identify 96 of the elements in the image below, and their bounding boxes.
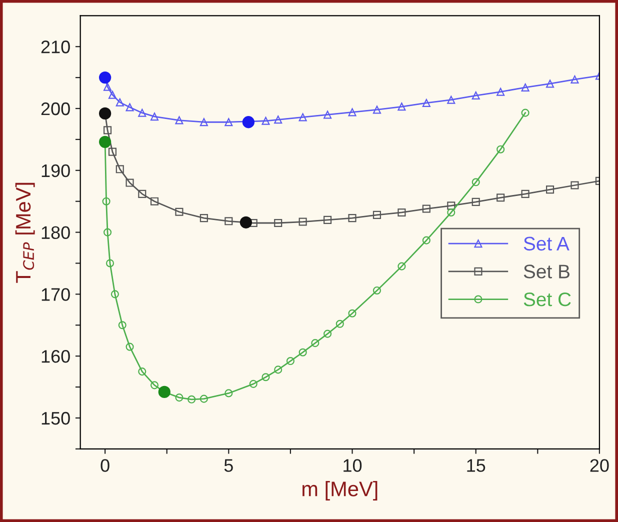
point [447, 96, 456, 104]
point [521, 190, 530, 198]
point [286, 357, 294, 366]
y-tick-label: 160 [42, 350, 70, 363]
y-axis-title: T$_{CEP}$ [MeV] [15, 182, 35, 283]
point [116, 98, 124, 106]
point [398, 102, 406, 111]
point [298, 113, 307, 122]
y-tick-label: 210 [41, 40, 70, 54]
point [274, 116, 282, 124]
point [447, 202, 456, 210]
point [262, 373, 270, 382]
legend-label: Set C [524, 292, 571, 306]
point [138, 368, 146, 376]
point [175, 394, 184, 402]
point [175, 208, 184, 216]
point [249, 218, 258, 228]
legend-label: Set B [524, 264, 570, 278]
point [108, 90, 117, 99]
point [249, 380, 258, 388]
point [104, 82, 112, 91]
point [348, 108, 356, 116]
point [150, 112, 159, 121]
point [126, 178, 134, 187]
point [348, 309, 356, 318]
point [126, 342, 134, 351]
point [106, 259, 114, 268]
point [138, 190, 146, 198]
point [472, 178, 480, 186]
x-tick-label: 0 [100, 459, 110, 472]
point [496, 88, 505, 96]
point [398, 208, 406, 217]
x-tick-label: 20 [590, 459, 609, 472]
y-tick-label: 200 [41, 102, 70, 116]
point [298, 348, 307, 356]
point [262, 116, 270, 125]
point [104, 228, 112, 236]
point [98, 136, 112, 148]
point [126, 103, 134, 112]
point [324, 330, 332, 338]
y-tick-label: 180 [42, 226, 70, 240]
point [150, 197, 159, 206]
point [472, 91, 480, 100]
point [422, 204, 430, 213]
point [158, 386, 170, 398]
point [372, 210, 382, 219]
legend-label: Set A [524, 236, 570, 251]
point [200, 118, 208, 126]
point [242, 116, 255, 128]
point [398, 262, 406, 270]
x-tick-label: 10 [344, 459, 362, 472]
x-tick-label: 15 [467, 459, 486, 472]
point [150, 381, 159, 390]
point [200, 394, 208, 403]
point [372, 106, 382, 114]
point [110, 290, 119, 298]
point [298, 218, 307, 226]
point [116, 165, 124, 174]
point [224, 389, 233, 398]
point [138, 108, 146, 117]
x-tick-label: 5 [224, 459, 233, 472]
point [521, 83, 530, 92]
point [98, 107, 112, 120]
point [175, 116, 184, 124]
point [422, 98, 430, 107]
point [274, 218, 282, 228]
point [240, 216, 252, 228]
point [224, 118, 233, 126]
point [311, 339, 320, 348]
point [570, 75, 579, 84]
point [348, 214, 356, 222]
point [274, 366, 282, 374]
y-tick-label: 170 [42, 288, 70, 301]
point [570, 181, 579, 190]
point [447, 208, 456, 217]
point [336, 320, 344, 328]
point [102, 197, 110, 206]
point [372, 286, 382, 294]
point [324, 216, 332, 224]
point [546, 80, 554, 88]
point [546, 186, 554, 194]
point [422, 236, 430, 244]
point [104, 126, 112, 134]
point [108, 148, 117, 156]
point [118, 321, 126, 330]
point [496, 145, 505, 154]
point [496, 194, 505, 202]
point [472, 198, 480, 206]
point [521, 108, 530, 117]
point [224, 217, 233, 226]
point [200, 214, 208, 222]
point [324, 110, 332, 119]
y-tick-label: 190 [42, 164, 70, 178]
x-axis-title: m [MeV] [302, 481, 378, 500]
point [188, 395, 196, 404]
y-tick-label: 150 [42, 412, 70, 425]
